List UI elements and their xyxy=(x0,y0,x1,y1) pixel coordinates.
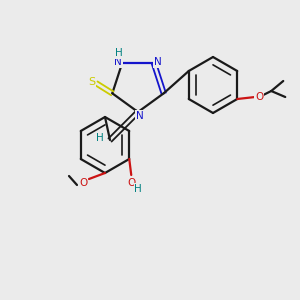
Text: H: H xyxy=(134,184,142,194)
Text: O: O xyxy=(79,178,87,188)
Text: O: O xyxy=(255,92,263,102)
Text: H: H xyxy=(115,48,123,58)
Text: S: S xyxy=(88,77,95,87)
Text: N: N xyxy=(154,57,162,67)
Text: N: N xyxy=(114,57,122,67)
Text: N: N xyxy=(136,111,144,121)
Text: O: O xyxy=(127,178,135,188)
Text: H: H xyxy=(96,133,104,143)
